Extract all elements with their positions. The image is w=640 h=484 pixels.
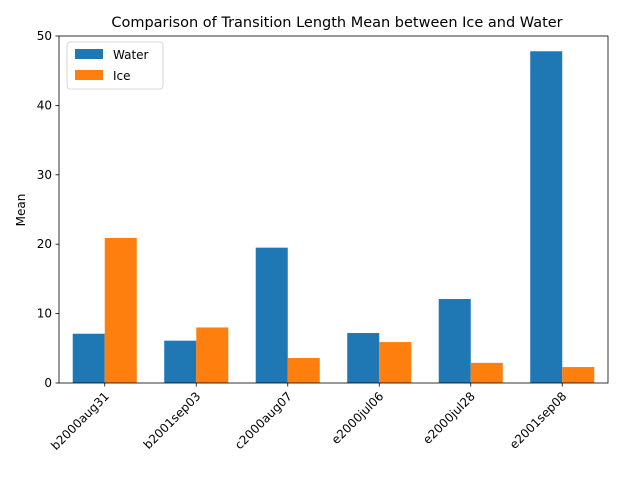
x-tick-label-b2001sep03: b2001sep03 [141,389,204,452]
y-tick-label-40: 40 [37,98,52,112]
x-tick-label-e2000jul06: e2000jul06 [329,389,387,447]
bar-ice-c2000aug07 [287,358,320,383]
bar-ice-e2001sep08 [562,367,595,383]
legend-swatch-ice [75,70,103,80]
y-tick-label-0: 0 [44,376,52,390]
x-tick-label-b2000aug31: b2000aug31 [48,389,112,453]
y-tick-label-50: 50 [37,29,52,43]
bar-water-e2001sep08 [530,51,563,383]
bar-ice-b2000aug31 [104,237,137,383]
bar-ice-b2001sep03 [196,327,229,383]
bar-water-e2000jul28 [438,299,471,383]
y-axis-label: Mean [14,194,28,227]
bars-layer [72,51,595,383]
legend: Water Ice [66,41,164,90]
bar-water-c2000aug07 [255,247,288,383]
bar-ice-e2000jul28 [470,362,503,383]
y-tick-label-20: 20 [37,237,52,251]
legend-label-water: Water [113,48,149,62]
bar-ice-e2000jul06 [379,342,412,383]
x-tick-label-c2000aug07: c2000aug07 [232,389,295,452]
bar-water-b2000aug31 [72,333,105,383]
plot-frame [58,35,609,384]
chart-title: Comparison of Transition Length Mean bet… [111,15,562,31]
y-tick-label-30: 30 [37,168,52,182]
bar-water-b2001sep03 [164,340,197,383]
legend-label-ice: Ice [113,69,131,83]
y-tick-label-10: 10 [37,307,52,321]
x-tick-label-e2001sep08: e2001sep08 [507,389,570,452]
bar-water-e2000jul06 [347,333,380,383]
legend-swatch-water [75,49,103,59]
x-tick-label-e2000jul28: e2000jul28 [420,389,478,447]
